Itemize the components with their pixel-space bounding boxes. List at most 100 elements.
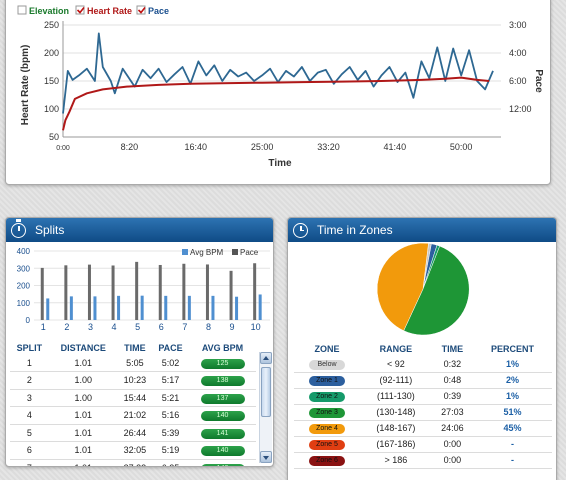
clock-icon bbox=[293, 222, 308, 238]
zone-badge: Zone 1 bbox=[309, 376, 346, 386]
bpm-badge: 140 bbox=[200, 446, 245, 457]
cell-zone: Below bbox=[294, 356, 361, 373]
cell-percent: 1% bbox=[473, 388, 552, 405]
cell-range: (130-148) bbox=[360, 404, 432, 421]
col-header-time: TIME bbox=[441, 344, 464, 354]
y-tick-label: 200 bbox=[17, 282, 31, 291]
cell-avg-bpm: 138 bbox=[189, 371, 256, 390]
legend-item-pace[interactable]: Pace bbox=[136, 5, 169, 16]
table-row[interactable]: Zone 6 > 186 0:00- bbox=[294, 452, 552, 469]
cell-distance: 1.01 bbox=[48, 441, 118, 460]
cell-time: 0:32 bbox=[431, 356, 474, 373]
x-tick-label: 7 bbox=[182, 322, 187, 332]
table-header-row: SPLIT DISTANCE TIME PACE AVG BPM bbox=[10, 342, 256, 354]
table-row[interactable]: 6 1.01 32:05 5:19 140 bbox=[10, 441, 256, 460]
legend-swatch-avg-bpm bbox=[182, 249, 188, 255]
cell-avg-bpm: 137 bbox=[189, 389, 256, 407]
splits-panel: Splits 0 100 200 300 400 1 2 3 4 5 6 7 8 9 10 Avg BPM… bbox=[5, 217, 274, 467]
cell-distance: 1.01 bbox=[48, 459, 118, 466]
zone-badge: Zone 4 bbox=[309, 424, 346, 434]
table-row[interactable]: Zone 2 (111-130) 0:39 1% bbox=[294, 388, 552, 405]
col-header-pace: PACE bbox=[158, 343, 183, 353]
legend-item-elevation[interactable]: Elevation bbox=[17, 5, 69, 16]
bar-avg-bpm bbox=[187, 295, 191, 320]
y2-tick-label: 4:00 bbox=[509, 48, 527, 58]
zone-badge: Zone 3 bbox=[309, 408, 346, 418]
stopwatch-icon bbox=[11, 219, 26, 238]
zones-table-body: Below < 92 0:32 1% Zone 1 (92-111) 0:48 2% Zone … bbox=[294, 356, 552, 469]
cell-percent: 45% bbox=[473, 420, 552, 437]
cell-range: (167-186) bbox=[360, 436, 432, 453]
table-row[interactable]: 5 1.01 26:44 5:39 141 bbox=[10, 424, 256, 442]
zone-badge: Zone 2 bbox=[309, 392, 346, 402]
col-header-split: SPLIT bbox=[16, 343, 43, 353]
table-row[interactable]: 3 1.00 15:44 5:21 137 bbox=[10, 389, 256, 407]
legend-label: Elevation bbox=[29, 6, 69, 16]
x-tick-label: 3 bbox=[88, 322, 93, 332]
scroll-up-button[interactable] bbox=[260, 352, 272, 364]
table-row[interactable]: 4 1.01 21:02 5:16 140 bbox=[10, 406, 256, 425]
table-row[interactable]: 1 1.01 5:05 5:02 125 bbox=[10, 354, 256, 372]
splits-scrollbar[interactable] bbox=[259, 352, 272, 463]
scroll-thumb[interactable] bbox=[261, 367, 271, 417]
col-header-time: TIME bbox=[124, 343, 146, 353]
cell-pace: 5:19 bbox=[152, 441, 190, 460]
cell-avg-bpm: 141 bbox=[189, 424, 256, 442]
cell-range: (92-111) bbox=[360, 372, 432, 389]
legend-checkbox[interactable] bbox=[136, 5, 146, 15]
bpm-badge: 140 bbox=[200, 463, 245, 466]
x-tick-label: 2 bbox=[64, 322, 69, 332]
zones-title: Time in Zones bbox=[317, 223, 393, 237]
x-tick-label: 8 bbox=[206, 322, 211, 332]
table-row[interactable]: Below < 92 0:32 1% bbox=[294, 356, 552, 373]
legend-checkbox[interactable] bbox=[75, 5, 85, 15]
heart-rate-line bbox=[62, 76, 490, 131]
cell-percent: 51% bbox=[473, 404, 552, 421]
bar-avg-bpm bbox=[117, 295, 121, 320]
cell-split: 6 bbox=[10, 441, 49, 460]
y-tick-label: 100 bbox=[17, 299, 31, 308]
x-tick-label: 10 bbox=[251, 322, 261, 332]
cell-time: 0:39 bbox=[431, 388, 474, 405]
cell-split: 4 bbox=[10, 406, 49, 425]
cell-percent: - bbox=[473, 436, 552, 453]
x-tick-label: 9 bbox=[230, 322, 235, 332]
table-row[interactable]: Zone 3 (130-148) 27:03 51% bbox=[294, 404, 552, 421]
x-tick-label: 5 bbox=[135, 322, 140, 332]
x-tick-label: 33:20 bbox=[317, 142, 340, 152]
bar-avg-bpm bbox=[69, 296, 73, 320]
x-axis-label: Time bbox=[268, 158, 292, 169]
table-row[interactable]: 2 1.00 10:23 5:17 138 bbox=[10, 371, 256, 390]
y-tick-label: 0 bbox=[26, 316, 31, 325]
table-row[interactable]: 71.0137:326:25 140 bbox=[10, 459, 256, 466]
bar-pace bbox=[64, 265, 68, 320]
legend-checkbox[interactable] bbox=[17, 5, 27, 15]
cell-distance: 1.00 bbox=[48, 389, 118, 407]
chart-grid bbox=[34, 250, 270, 321]
scroll-down-button[interactable] bbox=[260, 451, 272, 463]
x-tick-label: 4 bbox=[112, 322, 117, 332]
table-row[interactable]: Zone 4 (148-167) 24:06 45% bbox=[294, 420, 552, 437]
cell-time: 26:44 bbox=[117, 424, 153, 442]
x-tick-label: 0:00 bbox=[56, 145, 70, 152]
cell-time: 10:23 bbox=[117, 371, 153, 390]
checkmark-icon bbox=[137, 7, 146, 14]
table-row[interactable]: Zone 1 (92-111) 0:48 2% bbox=[294, 372, 552, 389]
cell-avg-bpm: 140 bbox=[189, 406, 256, 425]
cell-time: 5:05 bbox=[117, 354, 153, 372]
bar-avg-bpm bbox=[164, 295, 168, 320]
legend-swatch-pace bbox=[232, 249, 238, 255]
cell-split: 2 bbox=[10, 371, 49, 390]
y-tick-label: 400 bbox=[17, 247, 31, 256]
cell-distance: 1.01 bbox=[48, 406, 118, 425]
x-tick-label: 25:00 bbox=[251, 142, 274, 152]
legend-item-heart-rate[interactable]: Heart Rate bbox=[75, 5, 132, 16]
cell-zone: Zone 4 bbox=[294, 420, 361, 437]
col-header-range: RANGE bbox=[379, 344, 413, 354]
table-row[interactable]: Zone 5 (167-186) 0:00- bbox=[294, 436, 552, 453]
cell-distance: 1.01 bbox=[48, 424, 118, 442]
cell-time: 0:00 bbox=[431, 452, 474, 469]
chart-bars bbox=[40, 261, 262, 320]
bar-avg-bpm bbox=[258, 294, 262, 320]
cell-pace: 6:25 bbox=[152, 459, 190, 466]
